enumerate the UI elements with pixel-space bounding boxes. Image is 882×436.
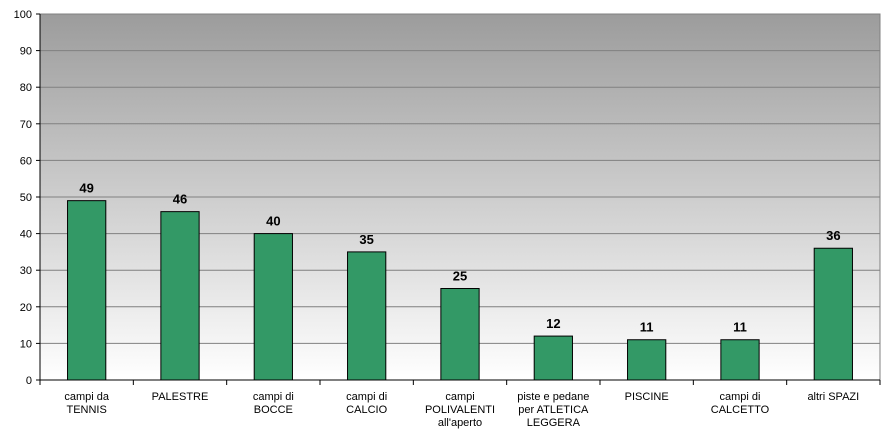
y-tick-label: 20: [20, 302, 32, 314]
x-tick-label: piste e pedane per ATLETICA LEGGERA: [517, 391, 589, 429]
y-tick-label: 70: [20, 119, 32, 131]
bar: [627, 339, 667, 381]
x-tick-label: PALESTRE: [152, 391, 209, 403]
x-tick-label-line: TENNIS: [66, 404, 106, 416]
x-tick-label-line: PISCINE: [625, 391, 669, 403]
bar: [67, 200, 107, 381]
x-tick-label-line: campi da: [64, 391, 110, 403]
y-tick-label: 0: [26, 375, 32, 387]
x-tick-label-line: LEGGERA: [527, 417, 581, 429]
y-tick-label: 90: [20, 46, 32, 58]
value-label: 11: [733, 320, 747, 335]
x-tick-label: campi di BOCCE: [253, 391, 294, 416]
value-label: 40: [266, 214, 280, 229]
y-tick-label: 60: [20, 155, 32, 167]
bar: [720, 339, 760, 381]
bar: [160, 211, 200, 381]
x-tick-label: campi di CALCIO: [346, 391, 387, 416]
x-tick-label: campi POLIVALENTI all'aperto: [425, 391, 495, 429]
x-tick-label-line: CALCETTO: [711, 404, 770, 416]
bar: [347, 251, 387, 381]
x-tick-label-line: campi di: [346, 391, 387, 403]
value-label: 36: [826, 228, 840, 243]
value-label: 46: [173, 192, 187, 207]
value-label: 11: [640, 320, 654, 335]
y-tick-label: 40: [20, 229, 32, 241]
y-tick-label: 10: [20, 338, 32, 350]
x-tick-label: PISCINE: [625, 391, 669, 403]
x-tick-label-line: PALESTRE: [152, 391, 209, 403]
x-tick-label: campi di CALCETTO: [711, 391, 770, 416]
y-tick-label: 80: [20, 82, 32, 94]
y-tick-label: 30: [20, 265, 32, 277]
bar: [813, 247, 853, 381]
x-tick-label-line: campi di: [720, 391, 761, 403]
value-label: 49: [79, 181, 93, 196]
x-tick-label-line: campi: [445, 391, 474, 403]
bar: [440, 288, 480, 381]
value-label: 25: [453, 269, 467, 284]
y-tick-label: 50: [20, 192, 32, 204]
bar: [253, 233, 293, 381]
x-tick-label: campi da TENNIS: [64, 391, 110, 416]
value-label: 12: [546, 316, 560, 331]
x-tick-label-line: all'aperto: [438, 417, 482, 429]
x-tick-label-line: altri SPAZI: [807, 391, 859, 403]
x-tick-label-line: piste e pedane: [517, 391, 589, 403]
x-tick-label: altri SPAZI: [807, 391, 859, 403]
bar: [533, 335, 573, 381]
x-tick-label-line: POLIVALENTI: [425, 404, 495, 416]
value-label: 35: [359, 232, 373, 247]
x-tick-label-line: BOCCE: [254, 404, 293, 416]
x-tick-label-line: campi di: [253, 391, 294, 403]
x-tick-label-line: CALCIO: [346, 404, 387, 416]
x-tick-label-line: per ATLETICA: [518, 404, 589, 416]
y-tick-label: 100: [14, 9, 32, 21]
